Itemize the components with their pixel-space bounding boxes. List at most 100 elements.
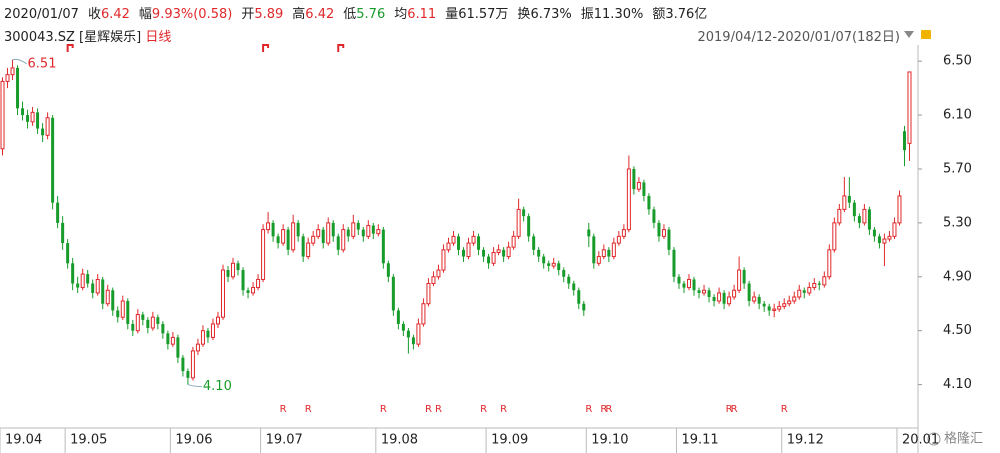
candle-body	[747, 283, 751, 302]
r-marker: R	[605, 404, 612, 415]
candle-body	[677, 276, 681, 284]
candle-body	[487, 256, 491, 264]
candle-body	[371, 225, 375, 234]
r-marker: R	[731, 404, 738, 415]
annotation-pointer	[12, 58, 27, 65]
candle-body	[607, 249, 611, 257]
candle-body	[166, 333, 170, 345]
r-marker: R	[480, 404, 487, 415]
y-tick-label: 6.10	[943, 108, 972, 123]
quote-field: 均6.11	[394, 7, 436, 22]
candle-body	[261, 229, 266, 280]
y-tick-label: 4.10	[943, 377, 972, 392]
candle-body	[527, 216, 531, 237]
candle-body	[161, 323, 165, 334]
candle-body	[522, 209, 526, 217]
candle-body	[276, 236, 280, 244]
candle-body	[762, 303, 766, 307]
symbol: 300043.SZ [星辉娱乐]	[4, 30, 142, 45]
candle-body	[236, 263, 240, 271]
field-label: 振	[580, 7, 594, 22]
candle-body	[56, 202, 60, 223]
candle-body	[717, 292, 722, 302]
candle-body	[852, 202, 856, 217]
candle-body	[642, 182, 646, 196]
candle-body	[822, 276, 827, 286]
candle-body	[672, 249, 676, 277]
period[interactable]: 日线	[145, 30, 172, 45]
candle-body	[661, 229, 666, 237]
candle-body	[611, 242, 616, 258]
candle-body	[220, 269, 225, 318]
candle-body	[91, 283, 95, 293]
candle-body	[401, 323, 405, 331]
candle-body	[626, 168, 631, 231]
candle-body	[366, 225, 371, 237]
candle-body	[687, 278, 692, 289]
candle-body	[592, 236, 596, 264]
candle-body	[311, 235, 316, 244]
field-label: 量	[445, 7, 459, 22]
date-range[interactable]: 2019/04/12-2020/01/07(182日)	[697, 30, 900, 45]
candle-body	[462, 249, 466, 257]
candle-body	[346, 229, 350, 237]
candle-body	[281, 229, 286, 244]
candle-body	[111, 290, 115, 311]
x-tick-label: 19.11	[681, 433, 718, 448]
candle-body	[547, 263, 551, 266]
quote-field: 收6.42	[88, 7, 130, 22]
quote-field: 幅9.93%(0.58)	[139, 7, 232, 22]
candle-body	[632, 168, 636, 190]
candle-body	[737, 269, 742, 291]
r-marker: R	[380, 404, 387, 415]
candle-body	[477, 236, 481, 250]
candle-body	[562, 270, 566, 277]
r-marker: R	[781, 404, 788, 415]
candle-body	[777, 305, 782, 310]
candle-body	[381, 229, 385, 264]
candle-body	[336, 236, 340, 250]
field-value: 5.89	[254, 7, 284, 22]
candle-body	[907, 71, 912, 144]
quote-field: 低5.76	[343, 7, 385, 22]
candle-body	[351, 222, 356, 237]
candle-body	[45, 117, 50, 136]
candle-body	[877, 236, 881, 244]
candle-body	[797, 289, 802, 298]
candle-body	[502, 249, 506, 257]
watermark-icon	[927, 432, 941, 446]
candle-body	[246, 290, 250, 293]
candle-body	[80, 273, 85, 289]
candle-body	[406, 330, 410, 338]
r-marker: R	[600, 404, 607, 415]
candle-body	[767, 306, 771, 311]
candle-body	[190, 350, 195, 379]
candle-body	[857, 216, 861, 223]
candle-body	[817, 283, 821, 285]
candle-body	[516, 208, 521, 237]
candle-body	[301, 236, 305, 257]
annotation-label: 4.10	[203, 379, 232, 394]
candle-body	[557, 263, 561, 271]
candle-body	[667, 229, 671, 250]
candle-body	[491, 252, 496, 264]
lock-icon[interactable]	[921, 30, 931, 39]
candle-body	[200, 330, 205, 345]
candle-body	[647, 195, 651, 210]
event-flag	[337, 44, 345, 52]
field-label: 额	[652, 7, 666, 22]
candle-body	[116, 310, 120, 318]
r-marker: R	[585, 404, 592, 415]
field-value: 6.42	[100, 7, 130, 22]
candle-body	[446, 242, 451, 251]
candle-body	[361, 229, 365, 237]
candle-body	[126, 301, 130, 324]
candle-body	[567, 276, 571, 284]
candle-body	[837, 208, 842, 224]
candle-body	[26, 115, 30, 122]
candle-body	[692, 279, 696, 291]
candle-body	[482, 249, 486, 257]
dropdown-icon[interactable]	[904, 31, 914, 38]
event-flag	[66, 44, 74, 52]
